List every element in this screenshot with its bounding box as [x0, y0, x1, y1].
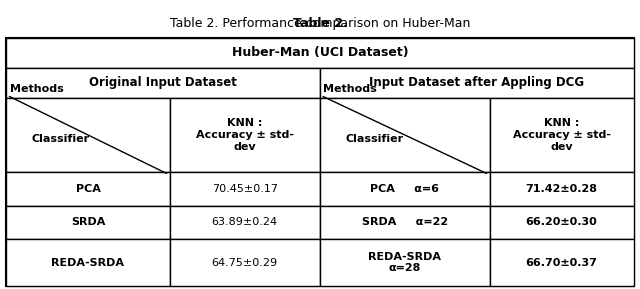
Bar	[320, 172, 490, 205]
Bar	[490, 172, 634, 205]
Bar	[6, 38, 634, 286]
Bar	[6, 68, 320, 98]
Bar	[490, 205, 634, 239]
Bar	[6, 98, 170, 172]
Bar	[320, 98, 490, 172]
Text: SRDA: SRDA	[71, 217, 105, 227]
Bar	[490, 98, 634, 172]
Bar	[170, 172, 320, 205]
Text: Classifier: Classifier	[346, 134, 404, 144]
Bar	[320, 239, 490, 286]
Text: PCA     α=6: PCA α=6	[371, 184, 439, 194]
Text: Table 2.: Table 2.	[292, 17, 348, 29]
Text: REDA-SRDA: REDA-SRDA	[51, 257, 125, 268]
Text: Table 2. Performance comparison on Huber-Man: Table 2. Performance comparison on Huber…	[170, 17, 470, 29]
Bar	[170, 98, 320, 172]
Text: Huber-Man (UCI Dataset): Huber-Man (UCI Dataset)	[232, 46, 408, 59]
Bar	[170, 239, 320, 286]
Text: KNN :
Accuracy ± std-
dev: KNN : Accuracy ± std- dev	[513, 118, 611, 151]
Text: 66.20±0.30: 66.20±0.30	[525, 217, 598, 227]
Bar	[6, 172, 170, 205]
Text: 63.89±0.24: 63.89±0.24	[212, 217, 278, 227]
Text: SRDA     α=22: SRDA α=22	[362, 217, 448, 227]
Bar	[490, 239, 634, 286]
Bar	[6, 239, 170, 286]
Text: 64.75±0.29: 64.75±0.29	[212, 257, 278, 268]
Text: Methods: Methods	[323, 84, 377, 94]
Text: 71.42±0.28: 71.42±0.28	[525, 184, 598, 194]
Bar	[6, 205, 170, 239]
Text: Original Input Dataset: Original Input Dataset	[89, 76, 237, 89]
Text: 70.45±0.17: 70.45±0.17	[212, 184, 278, 194]
Bar	[6, 38, 634, 68]
Text: 66.70±0.37: 66.70±0.37	[525, 257, 598, 268]
Text: Classifier: Classifier	[32, 134, 90, 144]
Bar	[320, 68, 634, 98]
Bar	[170, 205, 320, 239]
Text: KNN :
Accuracy ± std-
dev: KNN : Accuracy ± std- dev	[196, 118, 294, 151]
Text: PCA: PCA	[76, 184, 100, 194]
Text: Input Dataset after Appling DCG: Input Dataset after Appling DCG	[369, 76, 584, 89]
Bar	[320, 205, 490, 239]
Text: REDA-SRDA
α=28: REDA-SRDA α=28	[368, 252, 442, 273]
Text: Methods: Methods	[10, 84, 63, 94]
